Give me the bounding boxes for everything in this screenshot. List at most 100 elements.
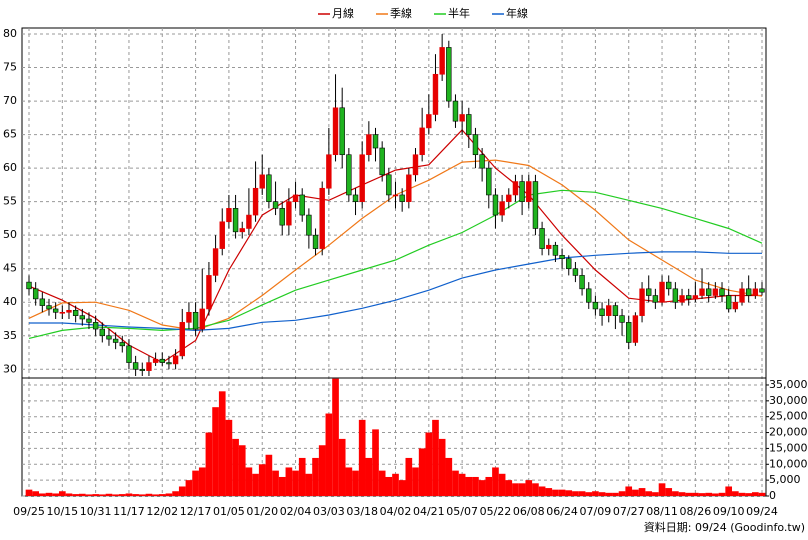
candle-body: [112, 338, 119, 343]
volume-bar: [752, 492, 759, 496]
candle-body: [599, 308, 605, 316]
candle-body: [399, 194, 405, 202]
candles: [26, 34, 765, 376]
candle-body: [66, 309, 72, 313]
candle-body: [366, 134, 372, 156]
x-tick-label: 09/25: [13, 505, 45, 518]
x-tick-label: 11/17: [113, 505, 145, 518]
volume-bar: [505, 480, 513, 496]
volume-bar: [552, 489, 559, 496]
candle-body: [619, 315, 625, 323]
volume-bar: [198, 467, 206, 496]
volume-bar: [172, 491, 179, 496]
candle-body: [226, 208, 232, 223]
candle-body: [732, 301, 739, 310]
volume-bar: [85, 494, 93, 496]
candle-body: [126, 345, 132, 363]
volume-bar: [118, 494, 126, 496]
volume-bar: [465, 476, 473, 496]
candle-body: [232, 208, 239, 233]
candle-body: [26, 281, 32, 290]
volume-bar: [612, 492, 619, 496]
volume-bar: [592, 491, 599, 496]
volume-bar: [385, 476, 393, 496]
candle-body: [339, 107, 345, 156]
volume-bar: [725, 486, 733, 496]
volume-bar: [372, 429, 379, 496]
candle-body: [359, 154, 365, 202]
x-tick-label: 12/02: [146, 505, 178, 518]
candle-body: [72, 309, 79, 316]
candle-body: [592, 301, 599, 310]
legend-label: 年線: [506, 6, 528, 20]
volume-bar: [218, 391, 226, 496]
x-tick-label: 01/05: [213, 505, 245, 518]
x-tick-label: 10/31: [80, 505, 112, 518]
volume-bar: [252, 473, 259, 496]
candle-body: [432, 73, 439, 115]
volume-bar: [438, 438, 446, 496]
volume-bar: [672, 491, 679, 496]
volume-bar: [145, 493, 153, 496]
candle-body: [39, 298, 46, 306]
candle-body: [539, 228, 545, 249]
volume-bar: [112, 494, 119, 496]
y-tick-label: 30: [3, 362, 17, 375]
candle-body: [52, 308, 59, 313]
y2-tick-label: 35,000: [769, 378, 808, 391]
volume-bar: [485, 476, 493, 496]
volume-bar: [718, 492, 726, 496]
candle-body: [159, 358, 165, 363]
volume-bar: [285, 467, 293, 496]
volume-bar: [178, 486, 186, 496]
candle-body: [412, 154, 419, 176]
volume-bar: [318, 445, 326, 496]
volume-bar: [352, 470, 359, 496]
x-tick-label: 10/15: [46, 505, 78, 518]
y2-tick-label: 20,000: [769, 426, 808, 439]
volume-bar: [638, 488, 646, 496]
candle-body: [512, 181, 519, 196]
candle-body: [272, 201, 279, 209]
volume-bar: [678, 492, 686, 496]
candle-body: [659, 281, 665, 303]
candle-body: [685, 295, 692, 300]
x-tick-label: 01/20: [246, 505, 278, 518]
candle-body: [286, 201, 292, 226]
x-tick-label: 04/02: [380, 505, 412, 518]
volume-bar: [332, 378, 339, 496]
volume-bar: [25, 489, 33, 496]
volume-bar: [472, 476, 479, 496]
x-tick-label: 12/17: [180, 505, 212, 518]
candle-body: [679, 295, 685, 303]
volume-bar: [758, 492, 766, 496]
x-tick-label: 06/24: [546, 505, 578, 518]
volume-bar: [578, 491, 586, 496]
candle-body: [506, 194, 512, 202]
y-tick-label: 75: [3, 61, 17, 74]
candle-body: [739, 288, 745, 303]
candle-body: [419, 127, 425, 156]
candle-body: [319, 187, 325, 249]
candle-body: [326, 154, 332, 189]
candle-body: [406, 174, 412, 202]
plot-frame: [21, 27, 767, 497]
candle-body: [446, 47, 452, 102]
y-tick-label: 80: [3, 27, 17, 40]
volume-bar: [738, 492, 746, 496]
candle-body: [212, 248, 219, 276]
candle-body: [166, 362, 172, 365]
candle-body: [119, 342, 125, 347]
y-tick-label: 55: [3, 195, 17, 208]
volume-bar: [265, 454, 273, 496]
volume-bar: [585, 492, 593, 496]
volume-bar: [458, 473, 466, 496]
volume-bar: [392, 473, 399, 496]
x-tick-label: 09/10: [713, 505, 745, 518]
candle-body: [312, 234, 319, 249]
volume-bar: [452, 470, 459, 496]
candle-body: [666, 281, 672, 290]
volume-bar: [492, 467, 499, 496]
volume-bar: [658, 483, 666, 496]
candle-body: [532, 181, 539, 229]
